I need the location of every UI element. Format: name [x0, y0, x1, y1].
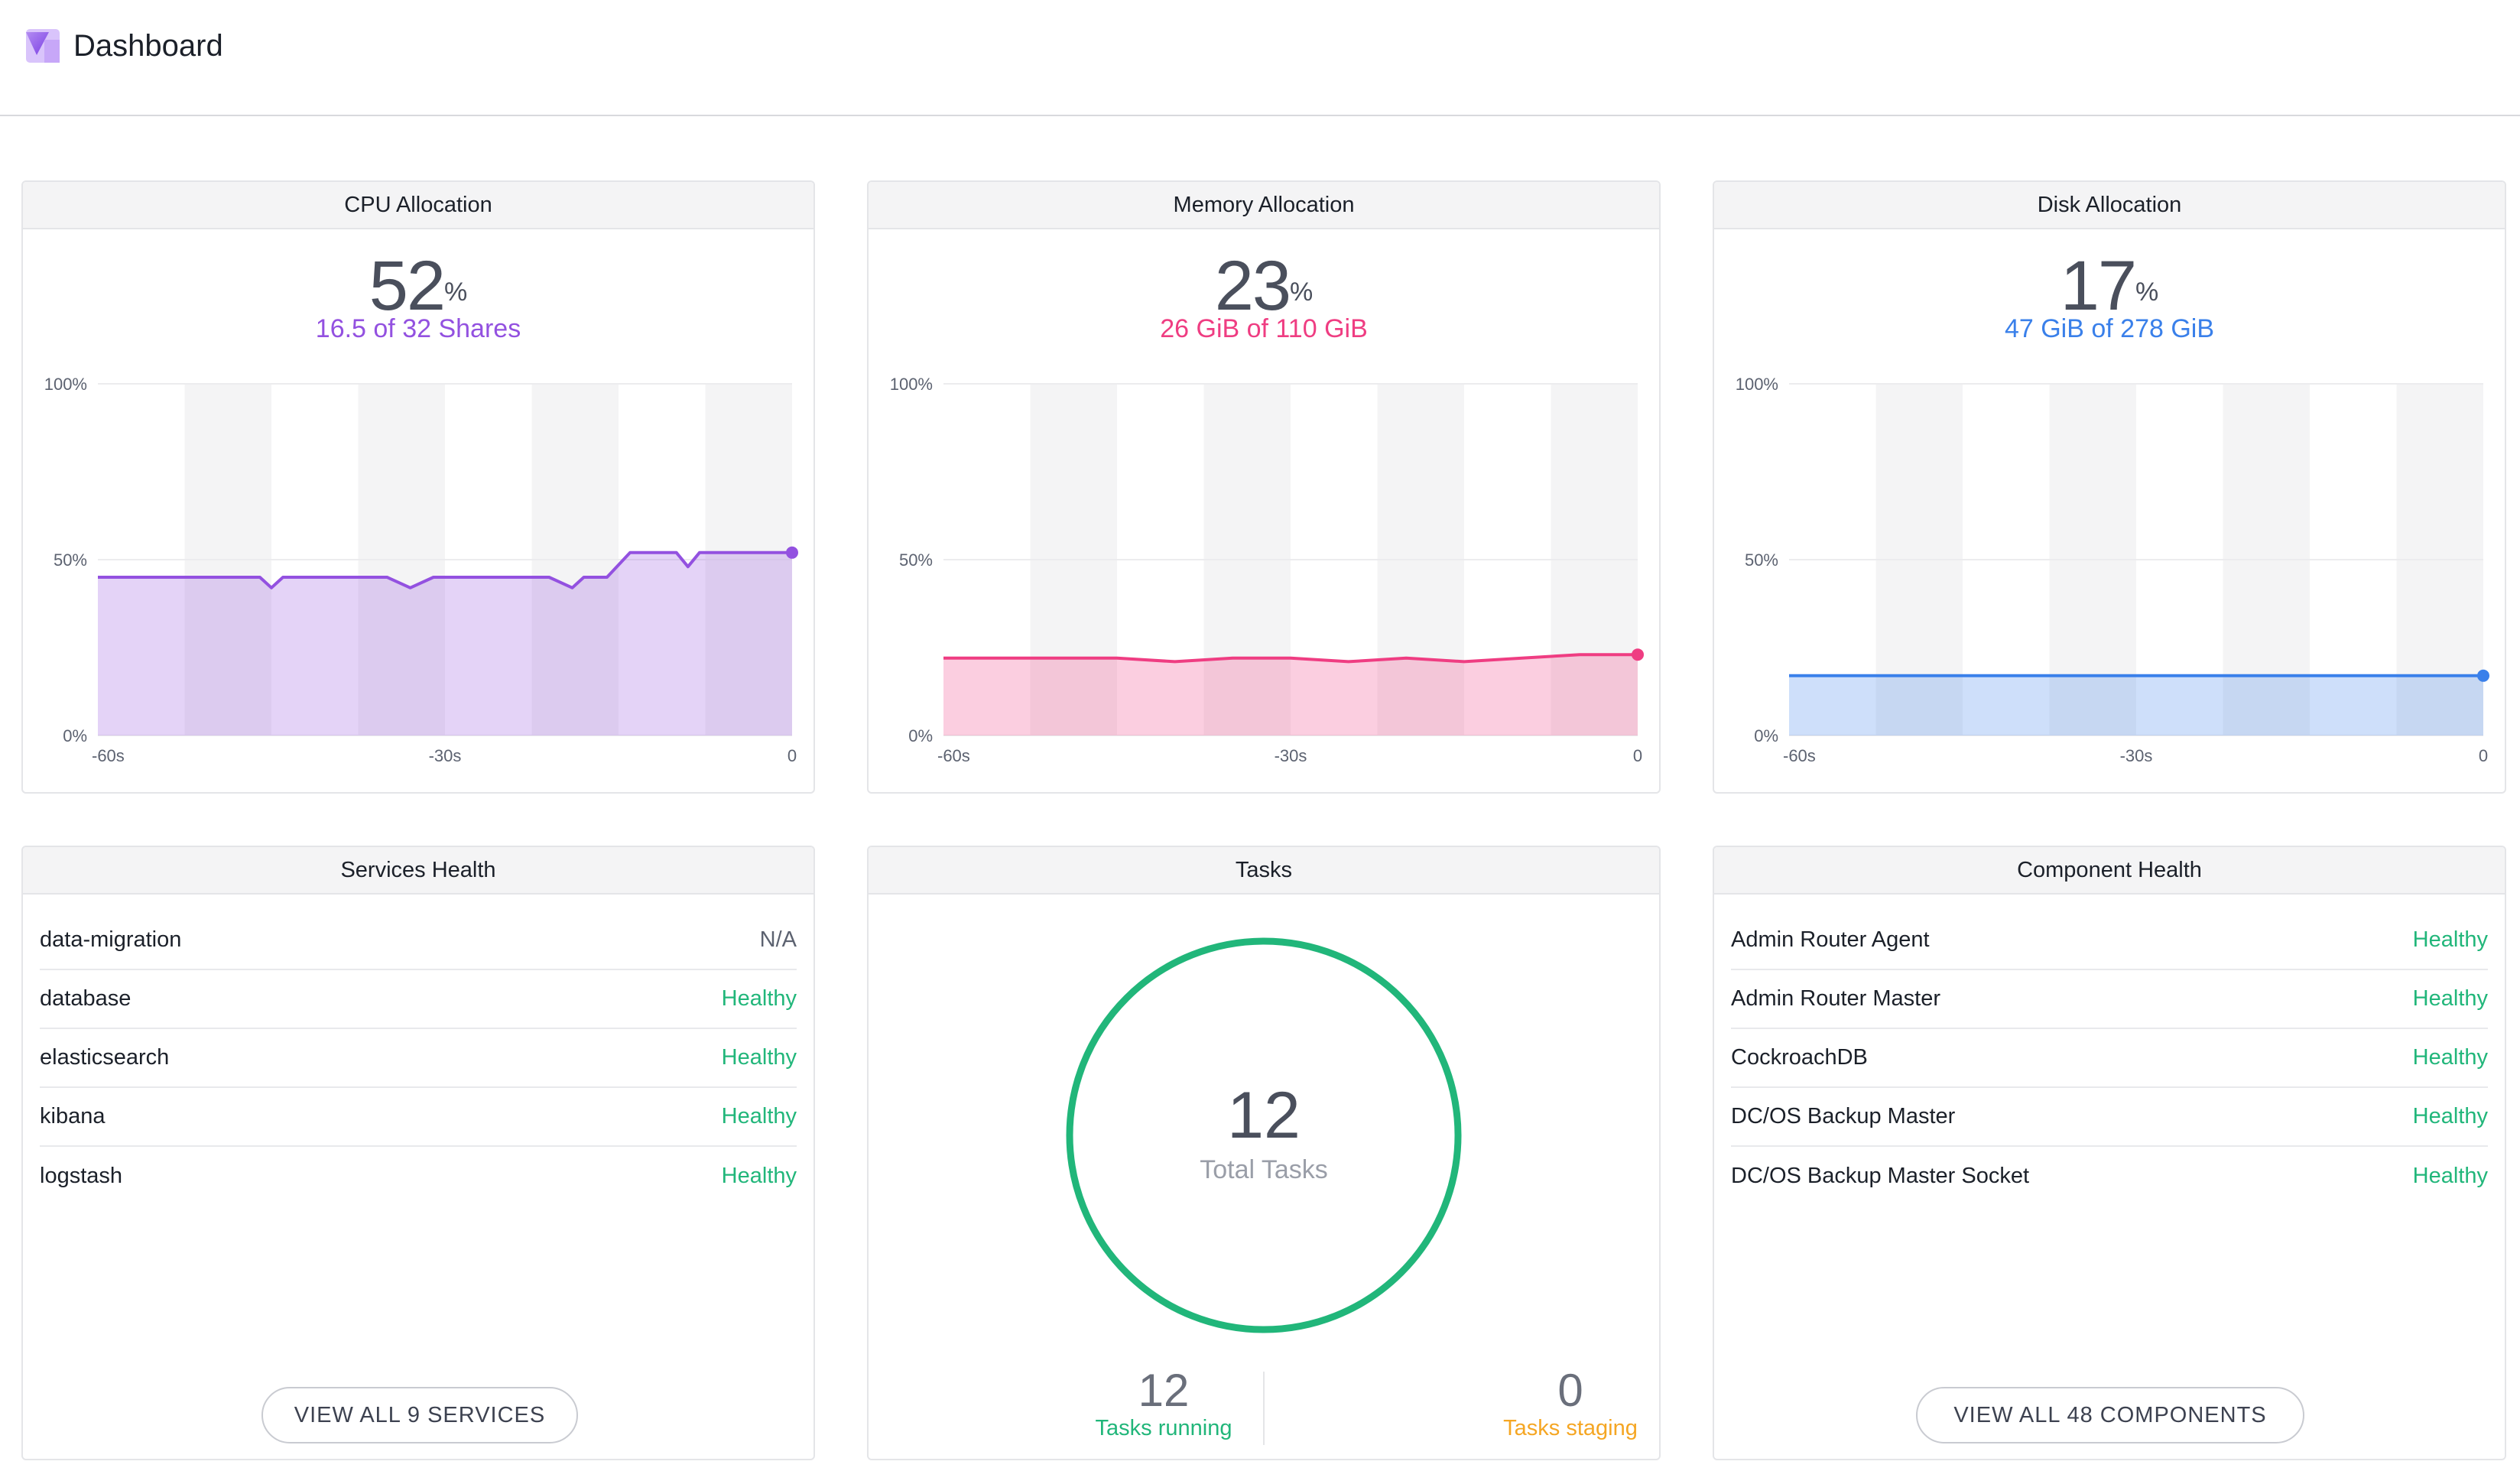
- x-tick-label: -60s: [1783, 746, 1816, 763]
- list-item[interactable]: Admin Router Agent Healthy: [1731, 911, 2488, 970]
- tasks-running-label: Tasks running: [1095, 1416, 1232, 1440]
- series-area: [1789, 675, 2483, 736]
- list-item[interactable]: logstash Healthy: [40, 1147, 797, 1206]
- service-status: N/A: [759, 927, 797, 952]
- component-health-panel: Component Health Admin Router Agent Heal…: [1713, 846, 2506, 1460]
- panel-title: Memory Allocation: [869, 182, 1659, 229]
- panel-title: Component Health: [1714, 847, 2505, 895]
- service-name[interactable]: data-migration: [40, 927, 182, 952]
- list-item[interactable]: elasticsearch Healthy: [40, 1029, 797, 1088]
- panel-title: Disk Allocation: [1714, 182, 2505, 229]
- series-area: [98, 552, 792, 736]
- series-endpoint: [1632, 648, 1644, 661]
- list-item[interactable]: CockroachDB Healthy: [1731, 1029, 2488, 1088]
- cpu-shares-detail: 16.5 of 32 Shares: [315, 314, 521, 343]
- y-tick-label: 50%: [54, 550, 87, 570]
- component-status: Healthy: [2412, 1164, 2488, 1188]
- tasks-staging-count: 0: [1557, 1365, 1583, 1416]
- service-status: Healthy: [721, 1045, 797, 1070]
- memory-allocation-chart: 100% 50% 0%-60s -30s 0: [890, 375, 1644, 763]
- service-name[interactable]: database: [40, 986, 132, 1011]
- disk-allocation-chart: 100% 50% 0% -60s -30s 0: [1736, 375, 2489, 763]
- service-name[interactable]: kibana: [40, 1104, 106, 1128]
- series-endpoint: [2477, 669, 2489, 682]
- service-name[interactable]: logstash: [40, 1164, 123, 1188]
- y-tick-label: 0%: [63, 726, 87, 745]
- dcos-logo-icon[interactable]: [26, 29, 60, 63]
- service-status: Healthy: [721, 986, 797, 1011]
- tasks-running-count: 12: [1138, 1365, 1190, 1416]
- y-tick-label: 100%: [890, 375, 933, 394]
- y-tick-label: 100%: [1736, 375, 1778, 394]
- x-tick-label: -60s: [92, 746, 125, 763]
- y-tick-label: 0%: [908, 726, 933, 745]
- services-list: data-migration N/A database Healthy elas…: [40, 911, 797, 1206]
- memory-allocation-panel: Memory Allocation 23% 26 GiB of 110 GiB …: [867, 180, 1661, 794]
- service-status: Healthy: [721, 1164, 797, 1188]
- component-status: Healthy: [2412, 1045, 2488, 1070]
- y-tick-label: 50%: [1745, 550, 1778, 570]
- y-tick-label: 100%: [44, 375, 87, 394]
- page-title: Dashboard: [73, 29, 223, 63]
- disk-allocation-panel: Disk Allocation 17% 47 GiB of 278 GiB 10…: [1713, 180, 2506, 794]
- view-all-components-button[interactable]: VIEW ALL 48 COMPONENTS: [1916, 1387, 2304, 1443]
- tasks-staging-label: Tasks staging: [1503, 1416, 1638, 1440]
- list-item[interactable]: DC/OS Backup Master Socket Healthy: [1731, 1147, 2488, 1206]
- component-name[interactable]: CockroachDB: [1731, 1045, 1868, 1070]
- top-bar: Dashboard: [0, 0, 2520, 116]
- components-list: Admin Router Agent Healthy Admin Router …: [1731, 911, 2488, 1206]
- list-item[interactable]: Admin Router Master Healthy: [1731, 970, 2488, 1029]
- x-tick-label: -30s: [2120, 746, 2153, 763]
- x-tick-label: 0: [1633, 746, 1642, 763]
- component-name[interactable]: Admin Router Agent: [1731, 927, 1930, 952]
- service-name[interactable]: elasticsearch: [40, 1045, 170, 1070]
- disk-detail: 47 GiB of 278 GiB: [2004, 314, 2215, 343]
- tasks-staging-stat[interactable]: 0 Tasks staging: [1418, 1365, 1659, 1442]
- y-tick-label: 50%: [899, 550, 933, 570]
- component-status: Healthy: [2412, 927, 2488, 952]
- service-status: Healthy: [721, 1104, 797, 1128]
- series-area: [943, 654, 1638, 736]
- tasks-ring: [1066, 937, 1462, 1333]
- x-tick-label: 0: [2479, 746, 2488, 763]
- list-item[interactable]: database Healthy: [40, 970, 797, 1029]
- disk-percent: 17%: [2060, 247, 2159, 325]
- component-name[interactable]: DC/OS Backup Master: [1731, 1104, 1956, 1128]
- component-name[interactable]: DC/OS Backup Master Socket: [1731, 1164, 2030, 1188]
- series-line: [98, 550, 792, 589]
- component-status: Healthy: [2412, 1104, 2488, 1128]
- series-endpoint: [786, 546, 798, 559]
- y-tick-label: 0%: [1754, 726, 1778, 745]
- x-tick-label: -30s: [1275, 746, 1307, 763]
- panel-title: Services Health: [23, 847, 813, 895]
- panel-title: Tasks: [869, 847, 1659, 895]
- list-item[interactable]: DC/OS Backup Master Healthy: [1731, 1088, 2488, 1147]
- total-tasks-label: Total Tasks: [1200, 1155, 1328, 1184]
- cpu-percent: 52%: [369, 247, 468, 325]
- x-tick-label: -30s: [429, 746, 462, 763]
- list-item[interactable]: kibana Healthy: [40, 1088, 797, 1147]
- x-tick-label: 0: [788, 746, 797, 763]
- series-line: [943, 653, 1638, 664]
- services-health-panel: Services Health data-migration N/A datab…: [21, 846, 815, 1460]
- cpu-allocation-chart: 100% 50% 0% -60s -30s 0: [44, 375, 798, 763]
- tasks-running-stat[interactable]: 12 Tasks running: [1011, 1367, 1317, 1442]
- tasks-ring-chart: [1066, 937, 1462, 1333]
- list-item[interactable]: data-migration N/A: [40, 911, 797, 970]
- component-name[interactable]: Admin Router Master: [1731, 986, 1940, 1011]
- tasks-panel: Tasks 12 Total Tasks 12 Tasks running 0 …: [867, 846, 1661, 1460]
- total-tasks-count: 12: [1227, 1079, 1301, 1152]
- cpu-allocation-panel: CPU Allocation 52% 16.5 of 32 Shares 100…: [21, 180, 815, 794]
- component-status: Healthy: [2412, 986, 2488, 1011]
- tasks-divider: [1263, 1372, 1265, 1445]
- memory-percent: 23%: [1214, 247, 1314, 325]
- memory-detail: 26 GiB of 110 GiB: [1160, 314, 1368, 343]
- panel-title: CPU Allocation: [23, 182, 813, 229]
- view-all-services-button[interactable]: VIEW ALL 9 SERVICES: [261, 1387, 578, 1443]
- x-tick-label: -60s: [937, 746, 970, 763]
